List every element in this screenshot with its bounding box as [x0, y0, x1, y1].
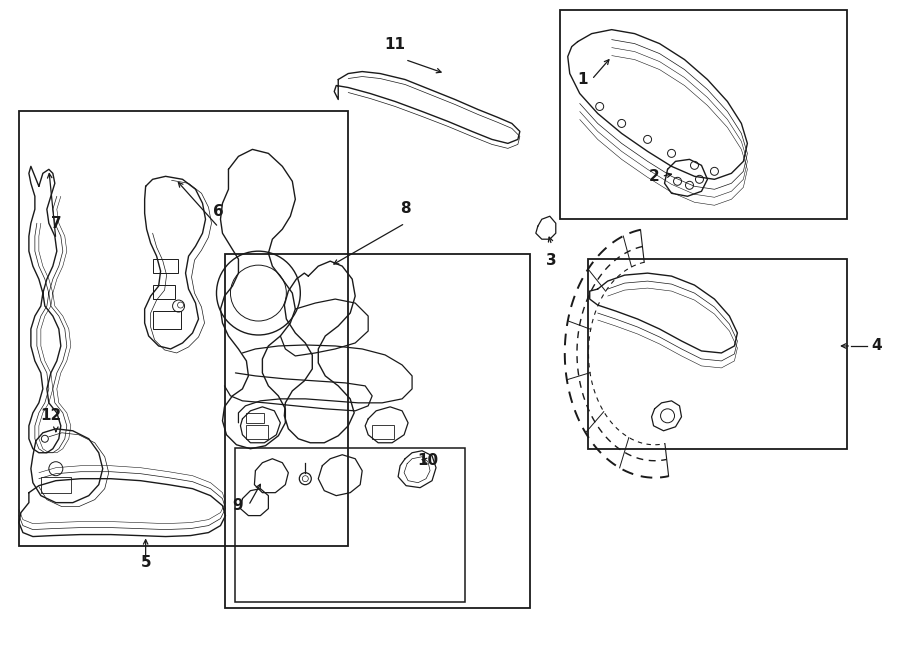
Text: 10: 10	[418, 453, 438, 468]
Bar	[560, 10, 847, 219]
Bar	[226, 254, 530, 608]
Bar	[588, 259, 847, 449]
Bar	[247, 413, 265, 423]
Bar	[373, 425, 394, 439]
Text: 3: 3	[546, 253, 557, 268]
Text: 5: 5	[140, 555, 151, 570]
Text: 11: 11	[384, 36, 406, 52]
Bar	[153, 285, 175, 299]
Bar	[153, 259, 177, 273]
Bar	[247, 425, 268, 439]
Bar	[19, 112, 348, 545]
Text: 8: 8	[400, 201, 410, 216]
Bar	[40, 477, 71, 492]
Bar	[153, 311, 181, 329]
Text: 2: 2	[649, 169, 660, 184]
Text: 9: 9	[232, 498, 242, 513]
Text: 12: 12	[40, 408, 61, 423]
Bar	[236, 447, 465, 602]
Text: 4: 4	[871, 338, 882, 354]
Text: 7: 7	[50, 216, 61, 231]
Text: 1: 1	[577, 72, 588, 87]
Text: 6: 6	[213, 204, 224, 219]
